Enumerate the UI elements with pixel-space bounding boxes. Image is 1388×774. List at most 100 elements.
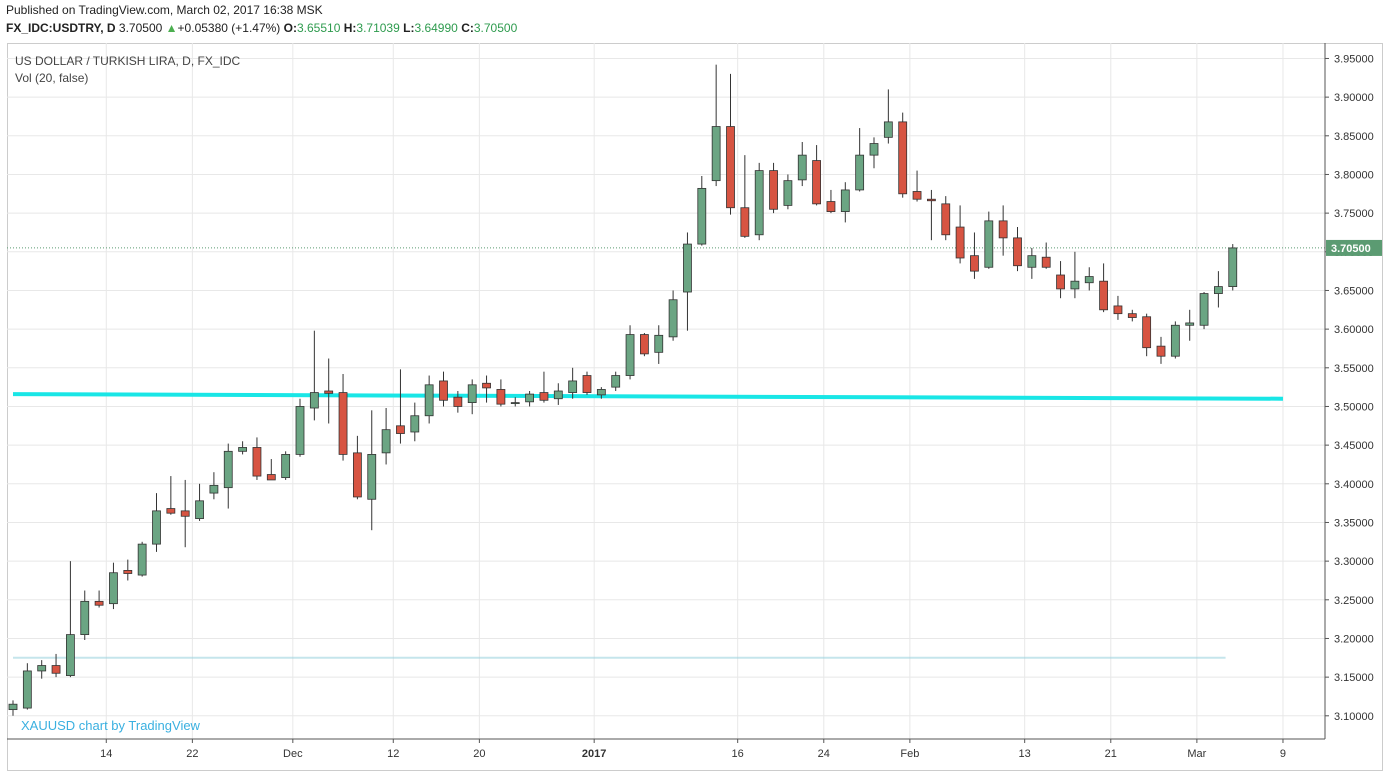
x-tick-label: 24 bbox=[818, 748, 830, 760]
candle bbox=[37, 660, 47, 679]
candle-body bbox=[970, 255, 979, 272]
candle-body bbox=[568, 380, 578, 393]
candle bbox=[252, 437, 262, 480]
candle-body bbox=[8, 703, 18, 711]
candle-body bbox=[252, 447, 262, 477]
candle-body bbox=[195, 500, 204, 519]
high-label: H: bbox=[343, 21, 357, 35]
y-tick-label: 3.75000 bbox=[1334, 208, 1374, 220]
candle bbox=[180, 479, 190, 548]
symbol: FX_IDC:USDTRY, D bbox=[6, 21, 116, 35]
candle bbox=[439, 371, 448, 407]
candle bbox=[123, 559, 133, 581]
y-tick-label: 3.60000 bbox=[1334, 324, 1374, 336]
candle-body bbox=[1056, 274, 1065, 290]
candle bbox=[166, 476, 176, 515]
published-line: Published on TradingView.com, March 02, … bbox=[6, 3, 323, 17]
candle-body bbox=[754, 170, 764, 236]
candle-body bbox=[683, 243, 692, 293]
x-tick-label: Dec bbox=[283, 748, 303, 760]
candle bbox=[80, 590, 90, 641]
candle bbox=[855, 128, 865, 192]
candle-body bbox=[726, 126, 735, 209]
candle-body bbox=[855, 154, 865, 191]
candle bbox=[1127, 309, 1137, 322]
candle-body bbox=[381, 429, 391, 454]
candle bbox=[381, 408, 391, 465]
candle bbox=[22, 663, 32, 710]
candle bbox=[783, 174, 793, 210]
candle-body bbox=[94, 600, 104, 606]
candle-body bbox=[467, 384, 477, 403]
trend-line[interactable] bbox=[12, 392, 1283, 401]
candle bbox=[883, 89, 893, 144]
candle-body bbox=[1142, 316, 1152, 349]
candle-body bbox=[352, 452, 362, 498]
candle-body bbox=[496, 389, 506, 405]
candle bbox=[955, 205, 965, 264]
candle bbox=[1214, 271, 1223, 308]
candle bbox=[611, 371, 621, 391]
candle-body bbox=[611, 375, 621, 388]
price: 3.70500 bbox=[118, 21, 163, 35]
candle bbox=[8, 700, 18, 716]
candle-body bbox=[984, 220, 994, 268]
candle-body bbox=[1127, 313, 1137, 318]
watermark: XAUUSD chart by TradingView bbox=[21, 718, 201, 733]
candle-body bbox=[309, 392, 319, 409]
candle-body bbox=[912, 191, 922, 200]
x-tick-label: Feb bbox=[900, 748, 919, 760]
x-tick-label: 13 bbox=[1019, 748, 1031, 760]
candle bbox=[840, 182, 850, 223]
candle-body bbox=[769, 170, 778, 210]
candle bbox=[525, 391, 534, 407]
close-value: 3.70500 bbox=[473, 21, 518, 35]
last-price-badge-label: 3.70500 bbox=[1331, 243, 1371, 255]
trend-line-layer[interactable] bbox=[7, 247, 1325, 659]
candle-body bbox=[482, 382, 491, 389]
candle bbox=[309, 330, 319, 421]
candle-body bbox=[166, 508, 176, 514]
candle bbox=[683, 232, 692, 331]
candle-body bbox=[783, 180, 793, 206]
candle bbox=[797, 141, 807, 187]
candle bbox=[1170, 321, 1180, 359]
candle bbox=[195, 483, 204, 521]
candle-body bbox=[553, 390, 563, 400]
candle-body bbox=[1113, 305, 1123, 315]
y-tick-label: 3.95000 bbox=[1334, 53, 1374, 65]
candle bbox=[410, 402, 420, 442]
candle bbox=[281, 451, 291, 480]
candle bbox=[912, 170, 922, 202]
change: +0.05380 (+1.47%) bbox=[177, 21, 281, 35]
volume-legend: Vol (20, false) bbox=[15, 71, 88, 85]
up-arrow-icon: ▲ bbox=[165, 21, 178, 35]
candle-body bbox=[137, 543, 147, 576]
candle-body bbox=[66, 634, 75, 676]
candle bbox=[1099, 263, 1108, 313]
x-tick-label: 14 bbox=[100, 748, 112, 760]
candle bbox=[152, 493, 161, 552]
candle-body bbox=[1170, 324, 1180, 357]
x-tick-label: 16 bbox=[732, 748, 744, 760]
candle-body bbox=[826, 201, 836, 212]
candle-body bbox=[998, 220, 1008, 239]
chart-frame[interactable]: 3.10000 3.15000 3.20000 3.25000 3.30000 3.350… bbox=[7, 43, 1383, 771]
candle bbox=[711, 64, 721, 187]
candle-body bbox=[955, 226, 965, 259]
candle bbox=[1199, 292, 1209, 330]
candle-body bbox=[295, 406, 305, 455]
price-axis[interactable]: 3.10000 3.15000 3.20000 3.25000 3.30000 3.350… bbox=[1324, 43, 1382, 739]
candle-body bbox=[1027, 255, 1037, 268]
candle bbox=[941, 196, 951, 241]
candle bbox=[453, 391, 463, 413]
candle bbox=[927, 189, 936, 241]
close-label: C: bbox=[461, 21, 474, 35]
candle-body bbox=[1013, 237, 1022, 267]
x-tick-label: 20 bbox=[473, 748, 485, 760]
candle bbox=[826, 189, 836, 214]
y-tick-label: 3.85000 bbox=[1334, 131, 1374, 143]
candle bbox=[467, 379, 477, 415]
time-axis[interactable]: 14 22 Dec 12 20 2017 16 24 Feb 13 21 Mar 9 bbox=[7, 738, 1325, 760]
candle bbox=[596, 387, 606, 399]
